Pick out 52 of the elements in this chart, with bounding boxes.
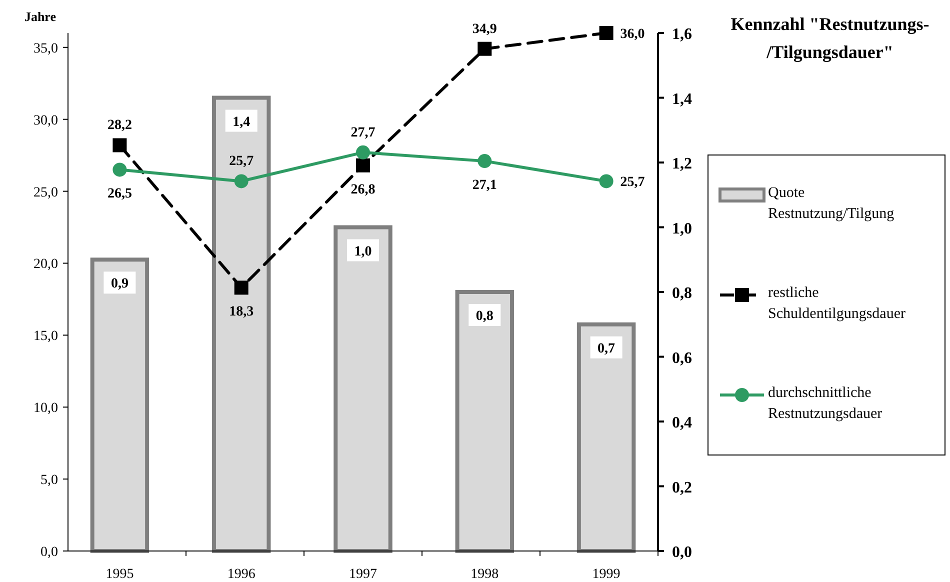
point <box>599 26 614 40</box>
data-label: 1,0 <box>354 244 372 260</box>
point <box>112 138 127 152</box>
y-tick-label: 5,0 <box>40 473 58 488</box>
x-tick-label: 1995 <box>106 567 134 582</box>
data-label: 26,5 <box>107 186 132 202</box>
x-tick-label: 1996 <box>227 567 256 582</box>
data-label: 18,3 <box>229 304 254 320</box>
data-label: 25,7 <box>229 154 254 170</box>
y2-tick-label: 1,6 <box>672 26 692 43</box>
y2-tick-label: 0,6 <box>672 350 692 367</box>
data-label: 0,8 <box>476 309 494 324</box>
data-label: 28,2 <box>107 118 132 134</box>
y-tick-label: 30,0 <box>34 113 58 128</box>
y2-tick-label: 0,4 <box>672 414 692 432</box>
data-label: 27,1 <box>472 178 497 194</box>
data-label: 27,7 <box>350 125 376 140</box>
y-tick-label: 15,0 <box>34 329 58 344</box>
y-tick-label: 35,0 <box>34 41 58 56</box>
legend-label: restliche Schuldentilgungsdauer <box>768 285 906 322</box>
data-label: 26,8 <box>350 182 376 198</box>
point <box>599 174 614 188</box>
y-tick-label: 20,0 <box>34 257 58 272</box>
point <box>478 154 492 168</box>
data-label: 0,7 <box>598 341 616 356</box>
y2-tick-label: 1,4 <box>672 90 692 108</box>
y-tick-label: 10,0 <box>34 401 58 416</box>
point <box>478 42 492 56</box>
legend-label: Quote Restnutzung/Tilgung <box>768 185 895 222</box>
data-label: 1,4 <box>232 114 250 130</box>
y-axis-title: Jahre <box>24 9 56 24</box>
y2-tick-label: 0,2 <box>672 479 692 496</box>
y2-tick-label: 0,8 <box>672 285 692 302</box>
data-label: 0,9 <box>110 276 128 292</box>
y2-tick-label: 1,0 <box>672 220 692 238</box>
data-label: 36,0 <box>620 27 645 42</box>
x-tick-label: 1997 <box>349 567 377 582</box>
point <box>234 174 248 188</box>
y2-tick-label: 1,2 <box>672 156 692 172</box>
x-tick-label: 1999 <box>592 567 620 582</box>
point <box>356 145 370 160</box>
y-tick-label: 0,0 <box>40 545 58 560</box>
data-label: 34,9 <box>472 22 497 37</box>
point <box>356 158 370 172</box>
x-tick-label: 1998 <box>470 567 499 582</box>
point <box>112 162 127 177</box>
text: Kennzahl "Restnutzungs-/Tilgungsdauer" <box>730 14 930 62</box>
data-label: 25,7 <box>620 175 645 190</box>
legend-label: durchschnittliche Restnutzungsdauer <box>768 385 882 422</box>
point <box>234 280 248 295</box>
y2-tick-label: 0,0 <box>672 544 692 561</box>
y-tick-label: 25,0 <box>34 185 58 200</box>
